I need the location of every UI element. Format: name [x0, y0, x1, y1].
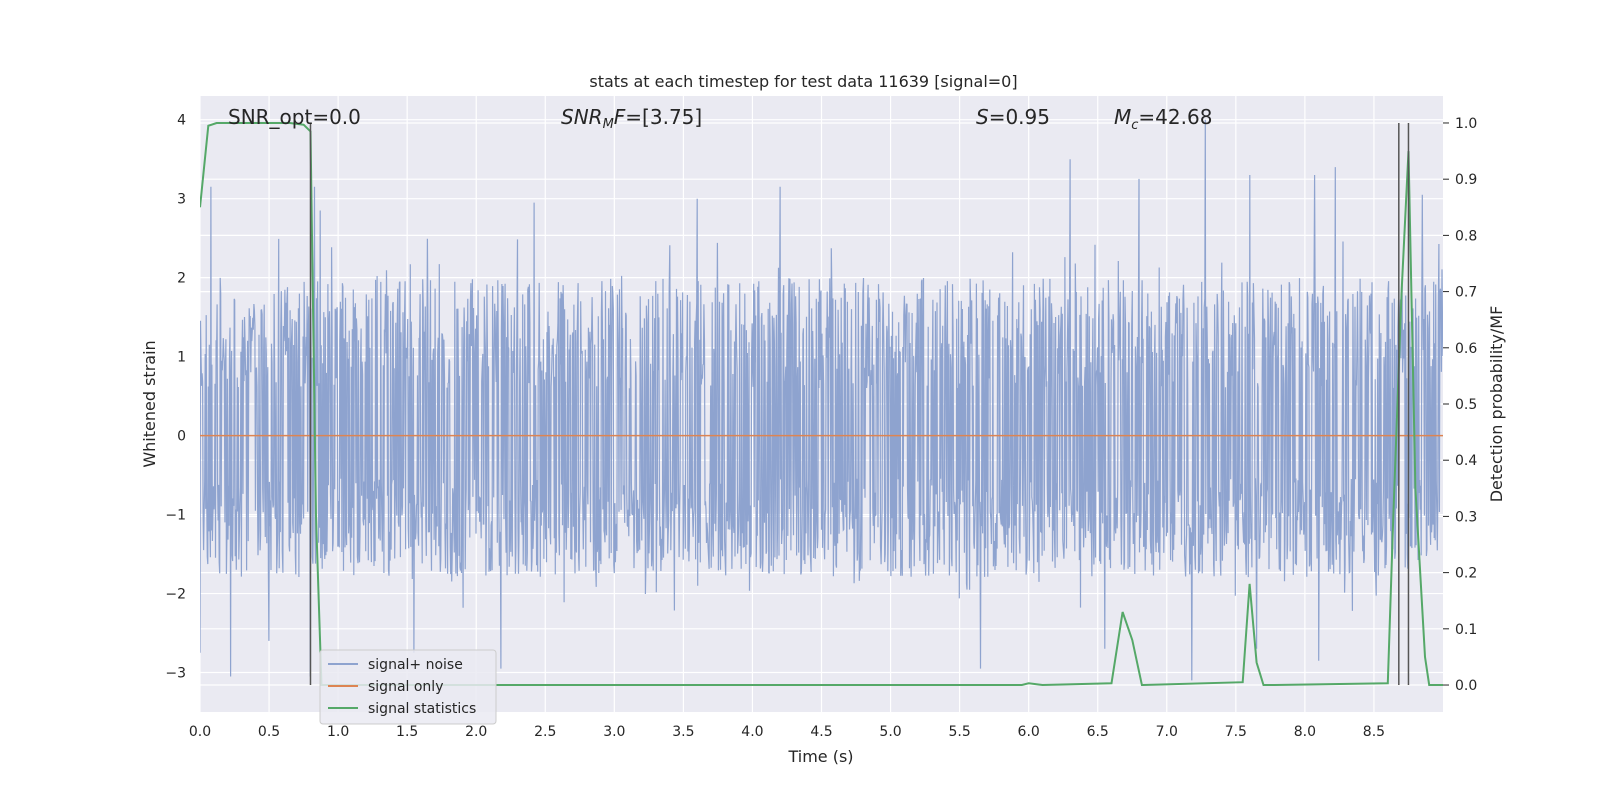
y-right-tick-labels: 0.0 0.1 0.2 0.3 0.4 0.5 0.6 0.7 0.8 0.9 1.0 [1455, 116, 1477, 694]
x-tick-label: 5.5 [948, 724, 970, 740]
y-right-tick-label: 0.8 [1455, 228, 1477, 244]
x-tick-label: 1.0 [327, 724, 349, 740]
legend-label-signal-plus-noise: signal+ noise [368, 657, 463, 673]
x-tick-label: 7.0 [1156, 724, 1178, 740]
x-tick-label: 6.5 [1087, 724, 1109, 740]
x-axis-title: Time (s) [787, 747, 853, 766]
annotation-s-stat-value: =0.95 [989, 105, 1050, 129]
y-right-tick-label: 0.9 [1455, 172, 1477, 188]
series-signal-plus-noise [200, 119, 1443, 681]
x-tick-label: 7.5 [1225, 724, 1247, 740]
y-tick-label: −2 [165, 587, 186, 603]
legend: signal+ noise signal only signal statist… [319, 649, 497, 725]
y-tick-label: 1 [177, 350, 186, 366]
x-tick-label: 3.5 [672, 724, 694, 740]
y-right-tick-label: 0.4 [1455, 453, 1477, 469]
annotation-mc-value: =42.68 [1138, 105, 1212, 129]
x-tick-label: 4.5 [810, 724, 832, 740]
y-tick-label: −3 [165, 666, 186, 682]
x-tick-label: 4.0 [741, 724, 763, 740]
x-tick-label: 5.0 [879, 724, 901, 740]
annotation-snr-opt: SNR_opt=0.0 [228, 105, 361, 129]
y-tick-label: 4 [177, 113, 186, 129]
x-tick-label: 3.0 [603, 724, 625, 740]
y-right-tick-label: 0.7 [1455, 285, 1477, 301]
y-right-tick-label: 0.6 [1455, 341, 1477, 357]
y-right-tick-label: 0.0 [1455, 678, 1477, 694]
x-tick-label: 1.5 [396, 724, 418, 740]
annotation-s-stat: S=0.95 [976, 105, 1050, 129]
legend-box [319, 649, 497, 725]
y-tick-label: 0 [177, 429, 186, 445]
y-right-tick-label: 1.0 [1455, 116, 1477, 132]
series-signal-statistics [200, 122, 1443, 687]
legend-label-signal-statistics: signal statistics [368, 701, 476, 717]
y-right-tick-label: 0.3 [1455, 509, 1477, 525]
y-tick-label: 2 [177, 271, 186, 287]
x-tick-labels: 0.0 0.5 1.0 1.5 2.0 2.5 3.0 3.5 4.0 4.5 5.0 5.5 6.0 6… [189, 724, 1385, 740]
y-right-tick-label: 0.1 [1455, 622, 1477, 638]
x-tick-label: 8.5 [1363, 724, 1385, 740]
y-tick-label: 3 [177, 192, 186, 208]
x-tick-label: 0.0 [189, 724, 211, 740]
annotation-mc: Mc=42.68 [1114, 105, 1212, 133]
x-tick-label: 2.5 [534, 724, 556, 740]
x-tick-label: 0.5 [258, 724, 280, 740]
x-tick-label: 6.0 [1018, 724, 1040, 740]
annotation-snr-mf-value: =[3.75] [625, 105, 702, 129]
y-right-axis-title: Detection probability/MF [1487, 306, 1506, 503]
annotation-snr-mf: SNRMF=[3.75] [561, 105, 702, 132]
x-tick-label: 8.0 [1294, 724, 1316, 740]
x-tick-label: 2.0 [465, 724, 487, 740]
vertical-marker-lines [309, 122, 1410, 686]
y-tick-labels: −3 −2 −1 0 1 2 3 4 [165, 113, 186, 682]
noise-trace [200, 119, 1443, 681]
y-right-tick-label: 0.5 [1455, 397, 1477, 413]
y-axis-title: Whitened strain [140, 340, 159, 467]
y-tick-label: −1 [165, 508, 186, 524]
y-right-tick-label: 0.2 [1455, 566, 1477, 582]
chart-title: stats at each timestep for test data 116… [589, 72, 1017, 91]
legend-label-signal-only: signal only [368, 679, 443, 695]
